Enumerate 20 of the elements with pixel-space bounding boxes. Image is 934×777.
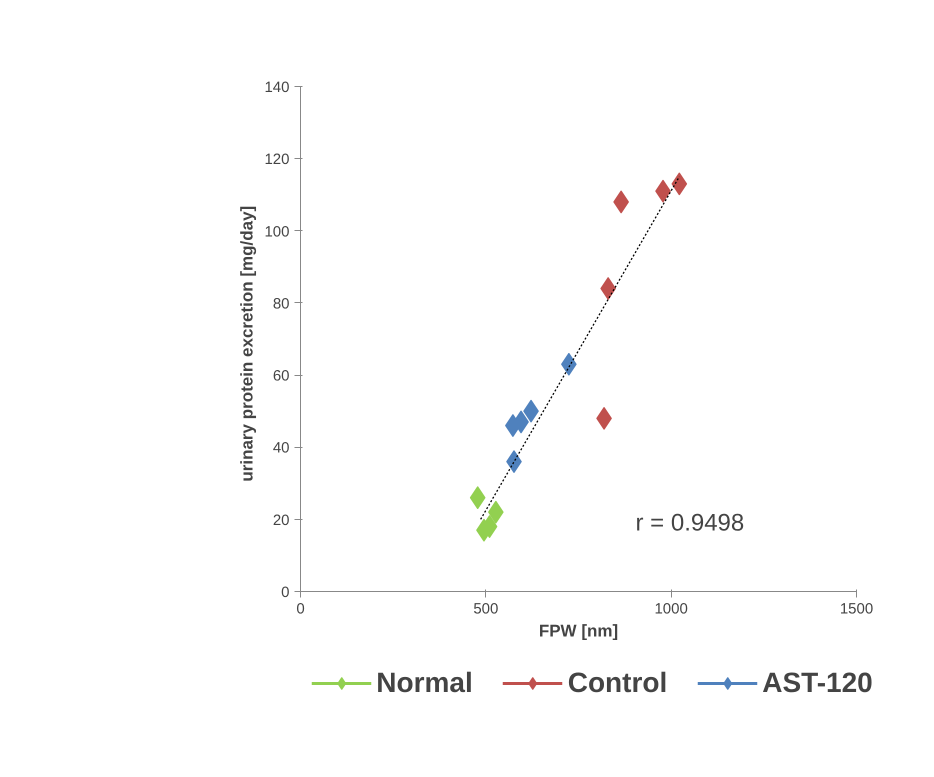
- x-tick-label: 1500: [840, 600, 874, 618]
- y-tick-label: 120: [264, 151, 290, 168]
- y-tick-label: 100: [264, 223, 290, 240]
- y-axis-title: urinary protein excretion [mg/day]: [237, 206, 256, 482]
- x-tick-label: 1000: [654, 600, 688, 618]
- y-tick-label: 20: [272, 512, 290, 529]
- y-tick-label: 140: [264, 79, 290, 96]
- y-tick-label: 40: [272, 440, 290, 457]
- x-tick-label: 500: [473, 600, 498, 618]
- point: [470, 486, 486, 510]
- annotation: r = 0.9498: [636, 510, 744, 536]
- point: [671, 172, 688, 196]
- legend-label: Normal: [376, 667, 473, 699]
- legend-label: Control: [568, 667, 668, 699]
- y-tick-label: 60: [272, 368, 290, 385]
- x-tick-label: 0: [296, 600, 305, 618]
- y-tick-label: 0: [281, 584, 290, 601]
- y-tick-label: 80: [272, 295, 290, 312]
- x-axis-title: FPW [nm]: [538, 622, 618, 640]
- legend-label: AST-120: [762, 667, 873, 699]
